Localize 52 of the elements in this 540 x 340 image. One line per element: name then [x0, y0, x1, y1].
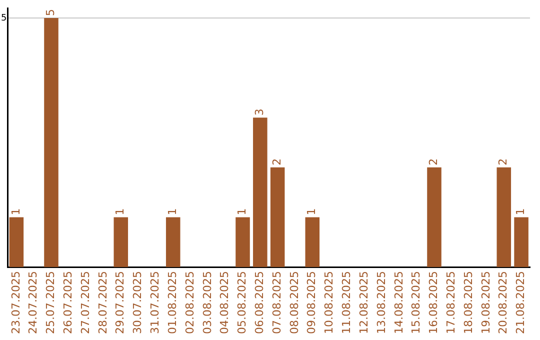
bar	[427, 167, 442, 268]
data-label: 5	[44, 8, 58, 16]
bar	[305, 217, 320, 268]
x-tick-label: 30.07.2025	[131, 271, 144, 334]
x-tick-label: 09.08.2025	[305, 271, 318, 334]
data-label: 2	[427, 158, 440, 166]
x-tick-label: 01.08.2025	[166, 271, 179, 334]
x-tick-label: 15.08.2025	[410, 271, 423, 334]
bar	[253, 118, 268, 268]
bar	[114, 217, 128, 268]
x-tick-label: 18.08.2025	[462, 271, 475, 334]
data-label: 1	[166, 208, 179, 216]
x-tick-label: 27.07.2025	[78, 271, 92, 334]
x-tick-label: 12.08.2025	[357, 271, 370, 334]
x-tick-label: 26.07.2025	[62, 271, 75, 334]
data-label: 1	[305, 208, 318, 216]
x-tick-label: 02.08.2025	[183, 271, 196, 334]
x-tick-label: 16.08.2025	[427, 271, 440, 334]
x-tick-label: 20.08.2025	[496, 271, 510, 334]
x-tick-label: 25.07.2025	[44, 271, 58, 334]
data-label: 1	[236, 208, 249, 216]
x-tick-label: 10.08.2025	[322, 271, 336, 334]
bar	[44, 18, 58, 268]
x-tick-label: 08.08.2025	[288, 271, 301, 334]
x-tick-label: 14.08.2025	[392, 271, 406, 334]
bar	[236, 217, 250, 268]
x-tick-label: 05.08.2025	[236, 271, 249, 334]
x-tick-label: 28.07.2025	[96, 271, 110, 334]
x-tick-label: 03.08.2025	[200, 271, 214, 334]
x-tick-label: 06.08.2025	[253, 271, 266, 334]
x-tick-label: 04.08.2025	[218, 271, 232, 334]
x-tick-label: 21.08.2025	[514, 271, 528, 334]
bar	[496, 167, 512, 268]
bar	[270, 167, 285, 268]
x-tick-label: 29.07.2025	[114, 271, 127, 334]
x-tick-label: 24.07.2025	[26, 271, 40, 334]
data-label: 3	[253, 108, 266, 116]
data-label: 2	[496, 158, 510, 166]
data-label: 1	[514, 208, 528, 216]
bar	[9, 217, 24, 268]
x-tick-label: 23.07.2025	[9, 271, 22, 334]
bar	[166, 217, 180, 268]
bar	[514, 217, 528, 268]
data-label: 2	[270, 158, 284, 166]
x-tick-label: 17.08.2025	[444, 271, 458, 334]
data-label: 1	[9, 208, 22, 216]
x-tick-label: 13.08.2025	[374, 271, 388, 334]
x-tick-label: 19.08.2025	[479, 271, 492, 334]
data-label: 1	[114, 208, 127, 216]
x-tick-label: 07.08.2025	[270, 271, 284, 334]
x-tick-label: 31.07.2025	[148, 271, 162, 334]
x-tick-label: 11.08.2025	[340, 271, 354, 334]
